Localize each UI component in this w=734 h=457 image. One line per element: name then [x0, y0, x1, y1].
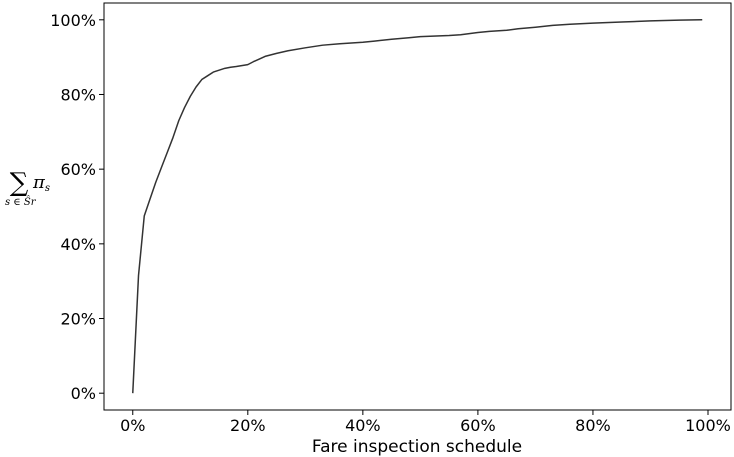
plot-area-border [103, 2, 732, 411]
y-tick-label: 40% [60, 235, 96, 254]
series-line [132, 19, 703, 394]
y-tick-label: 80% [60, 85, 96, 104]
x-tick-label: 80% [575, 416, 611, 435]
x-tick-label: 40% [345, 416, 381, 435]
x-tick-label: 60% [460, 416, 496, 435]
y-axis-label-term: πs [32, 172, 50, 194]
plot-frame [103, 2, 732, 411]
y-axis-label: ∑ πs s ∈ Ŝr [5, 168, 50, 208]
y-axis-ticks: 0% 20% 40% 60% 80% 100% [50, 11, 104, 403]
y-tick-label: 20% [60, 310, 96, 329]
series-group [132, 19, 703, 394]
y-tick-label: 100% [50, 11, 96, 30]
x-tick-label: 20% [230, 416, 266, 435]
x-axis-ticks: 0% 20% 40% 60% 80% 100% [120, 410, 731, 435]
y-tick-label: 60% [60, 160, 96, 179]
x-tick-label: 0% [120, 416, 145, 435]
y-tick-label: 0% [71, 384, 96, 403]
x-axis-label: Fare inspection schedule [312, 437, 522, 457]
x-tick-label: 100% [685, 416, 731, 435]
y-axis-label-sum-symbol: ∑ [10, 168, 29, 198]
y-axis-label-sum-subscript: s ∈ Ŝr [5, 196, 37, 208]
